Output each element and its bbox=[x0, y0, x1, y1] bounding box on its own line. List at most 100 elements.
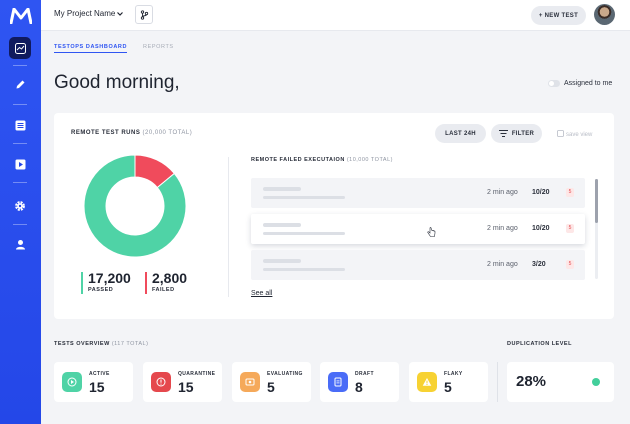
sidebar-item-edit[interactable] bbox=[9, 73, 31, 95]
sidebar-divider bbox=[13, 224, 27, 225]
row-score: 3/20 bbox=[532, 261, 546, 268]
overview-value: 8 bbox=[355, 379, 363, 395]
tests-overview-title-text: TESTS OVERVIEW bbox=[54, 341, 110, 347]
gear-icon bbox=[15, 201, 25, 211]
duplication-card[interactable]: 28% bbox=[507, 362, 614, 402]
row-time: 2 min ago bbox=[487, 225, 518, 232]
donut-slice-passed bbox=[83, 154, 187, 258]
last-24h-button[interactable]: LAST 24H bbox=[435, 124, 486, 143]
evaluate-icon bbox=[240, 372, 260, 392]
row-score: 10/20 bbox=[532, 225, 550, 232]
row-title-placeholder bbox=[263, 187, 301, 191]
save-view-button[interactable]: save view bbox=[557, 130, 592, 138]
project-selector[interactable]: My Project Name bbox=[54, 9, 123, 18]
sidebar-item-list[interactable] bbox=[9, 114, 31, 136]
overview-value: 5 bbox=[444, 379, 452, 395]
failed-label: FAILED bbox=[152, 287, 175, 293]
failed-execution-row[interactable]: 2 min ago 3/20 5 bbox=[251, 250, 585, 280]
overview-card-quarantine[interactable]: QUARANTINE 15 bbox=[143, 362, 222, 402]
overview-label: DRAFT bbox=[355, 371, 374, 377]
sidebar bbox=[0, 0, 41, 424]
row-score: 10/20 bbox=[532, 189, 550, 196]
remote-test-runs-card: REMOTE TEST RUNS (20,000 TOTAL) LAST 24H… bbox=[54, 113, 614, 319]
assigned-toggle[interactable] bbox=[548, 80, 560, 87]
row-failure-badge: 5 bbox=[566, 260, 574, 269]
play-icon bbox=[15, 159, 25, 169]
assigned-label: Assigned to me bbox=[564, 80, 613, 87]
sidebar-divider bbox=[13, 65, 27, 66]
overview-card-active[interactable]: ACTIVE 15 bbox=[54, 362, 133, 402]
document-icon bbox=[328, 372, 348, 392]
tab-reports[interactable]: REPORTS bbox=[143, 44, 174, 50]
sidebar-item-profile[interactable] bbox=[9, 233, 31, 255]
remote-runs-title-text: REMOTE TEST RUNS bbox=[71, 130, 141, 136]
duplication-value: 28% bbox=[516, 373, 547, 390]
overview-value: 15 bbox=[178, 379, 194, 395]
duplication-status-dot bbox=[592, 378, 600, 386]
sidebar-item-runs[interactable] bbox=[9, 153, 31, 175]
row-title-placeholder bbox=[263, 223, 301, 227]
test-runs-donut-chart bbox=[83, 154, 187, 258]
filter-button[interactable]: FILTER bbox=[491, 124, 542, 143]
scrollbar-thumb[interactable] bbox=[595, 179, 598, 223]
see-all-link[interactable]: See all bbox=[251, 290, 273, 297]
overview-card-evaluating[interactable]: EVALUATING 5 bbox=[232, 362, 311, 402]
chart-icon bbox=[14, 42, 26, 54]
tests-overview-title: TESTS OVERVIEW (117 TOTAL) bbox=[54, 341, 148, 347]
bottom-divider bbox=[497, 362, 498, 402]
save-view-label: save view bbox=[566, 132, 593, 138]
failed-execution-row[interactable]: 2 min ago 10/20 5 bbox=[251, 214, 585, 244]
overview-label: ACTIVE bbox=[89, 371, 110, 377]
play-icon bbox=[62, 372, 82, 392]
passed-value: 17,200 bbox=[88, 270, 131, 286]
alert-icon bbox=[151, 372, 171, 392]
failed-value: 2,800 bbox=[152, 270, 188, 286]
remote-runs-title: REMOTE TEST RUNS (20,000 TOTAL) bbox=[71, 130, 192, 136]
pencil-icon bbox=[16, 80, 24, 88]
row-title-placeholder bbox=[263, 259, 301, 263]
row-subtitle-placeholder bbox=[263, 268, 345, 271]
filter-label: FILTER bbox=[511, 130, 535, 137]
list-icon bbox=[15, 120, 25, 130]
rows-scrollbar[interactable] bbox=[595, 179, 598, 279]
overview-label: EVALUATING bbox=[267, 371, 303, 377]
remote-runs-total: (20,000 TOTAL) bbox=[142, 130, 193, 136]
overview-value: 5 bbox=[267, 379, 275, 395]
passed-indicator bbox=[81, 272, 83, 294]
new-test-button[interactable]: + NEW TEST bbox=[531, 6, 586, 25]
sidebar-item-dashboard[interactable] bbox=[9, 37, 31, 59]
failed-indicator bbox=[145, 272, 147, 294]
project-name: My Project Name bbox=[54, 9, 116, 18]
branch-icon bbox=[140, 9, 148, 20]
top-bar: My Project Name + NEW TEST bbox=[41, 0, 630, 31]
user-icon bbox=[15, 239, 25, 249]
failed-execution-total: (10,000 TOTAL) bbox=[346, 157, 393, 163]
failed-execution-title: REMOTE FAILED EXECUTAION (10,000 TOTAL) bbox=[251, 157, 393, 163]
save-icon bbox=[557, 130, 564, 137]
app-logo[interactable] bbox=[10, 8, 32, 24]
sidebar-divider bbox=[13, 143, 27, 144]
tab-testops-dashboard[interactable]: TESTOPS DASHBOARD bbox=[54, 44, 128, 53]
overview-label: QUARANTINE bbox=[178, 371, 216, 377]
page-title: Good morning, bbox=[54, 72, 180, 93]
passed-label: PASSED bbox=[88, 287, 114, 293]
chevron-down-icon bbox=[117, 12, 123, 16]
sidebar-divider bbox=[13, 182, 27, 183]
failed-execution-row[interactable]: 2 min ago 10/20 5 bbox=[251, 178, 585, 208]
hand-cursor-icon bbox=[427, 227, 436, 237]
warning-icon bbox=[417, 372, 437, 392]
row-subtitle-placeholder bbox=[263, 196, 345, 199]
overview-label: FLAKY bbox=[444, 371, 463, 377]
sidebar-item-settings[interactable] bbox=[9, 195, 31, 217]
row-failure-badge: 5 bbox=[566, 188, 574, 197]
avatar[interactable] bbox=[594, 4, 615, 25]
overview-card-draft[interactable]: DRAFT 8 bbox=[320, 362, 399, 402]
branch-button[interactable] bbox=[135, 5, 153, 24]
overview-card-flaky[interactable]: FLAKY 5 bbox=[409, 362, 488, 402]
row-time: 2 min ago bbox=[487, 261, 518, 268]
filter-icon bbox=[498, 130, 508, 137]
tests-overview-total: (117 TOTAL) bbox=[111, 341, 149, 347]
row-subtitle-placeholder bbox=[263, 232, 345, 235]
row-time: 2 min ago bbox=[487, 189, 518, 196]
sidebar-divider bbox=[13, 104, 27, 105]
